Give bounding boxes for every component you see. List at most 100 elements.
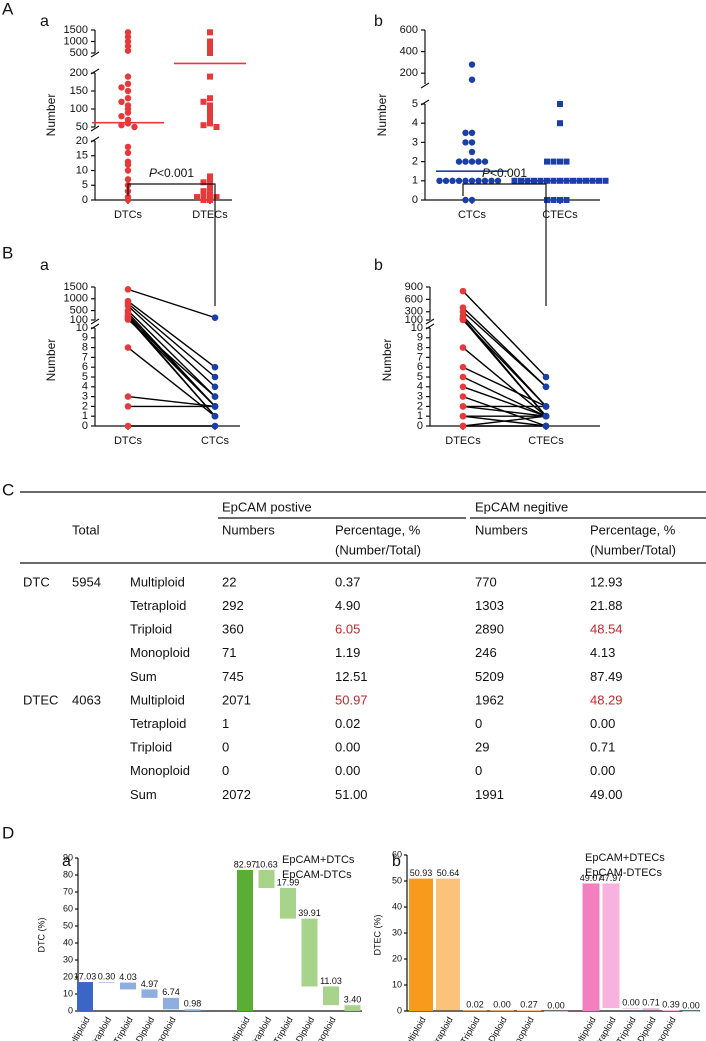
y-tick-label: 1 xyxy=(417,410,423,422)
point xyxy=(124,176,132,183)
annotation-italic: P xyxy=(149,166,157,180)
point xyxy=(124,95,132,102)
panel-sublabel: a xyxy=(40,13,49,30)
table-header: (Number/Total) xyxy=(590,542,676,557)
bar xyxy=(490,1010,514,1011)
y-axis-label: Number xyxy=(44,339,58,382)
x-tick-label: Multiploid xyxy=(64,1015,92,1041)
value-label: 10.63 xyxy=(255,859,278,869)
bar xyxy=(662,1009,680,1011)
legend-entry: EpCAM-DTCs xyxy=(282,869,352,881)
point xyxy=(481,158,489,165)
point xyxy=(462,196,469,204)
table-cell: 1962 xyxy=(475,692,504,707)
y-tick-label: 10 xyxy=(411,322,423,334)
y-tick-label: 10 xyxy=(76,322,88,334)
table-cell: 246 xyxy=(475,645,497,660)
y-tick-label: 400 xyxy=(400,46,418,58)
pair-line xyxy=(462,347,547,417)
bar xyxy=(463,1010,487,1011)
point xyxy=(596,177,602,184)
point xyxy=(207,191,213,198)
table-cell: 4.90 xyxy=(335,598,360,613)
value-label: 0.71 xyxy=(642,998,660,1008)
y-tick-label: 1500 xyxy=(64,24,88,36)
bar xyxy=(120,982,136,990)
point xyxy=(462,139,469,146)
x-tick-label: Diploid xyxy=(134,1015,156,1041)
panel-label: B xyxy=(2,243,13,262)
point xyxy=(449,177,456,184)
point xyxy=(468,148,476,156)
pair-line xyxy=(462,319,547,407)
y-tick-label: 5 xyxy=(82,371,88,383)
table-cell: 1 xyxy=(222,716,229,731)
y-tick-label: 0 xyxy=(417,420,423,432)
point xyxy=(455,177,463,184)
pair-line xyxy=(127,288,216,319)
y-tick-label: 1 xyxy=(412,175,418,187)
y-tick-label: 4 xyxy=(412,117,418,129)
table-cell: 2890 xyxy=(475,622,504,637)
point xyxy=(602,177,609,184)
bar xyxy=(622,1008,640,1009)
point xyxy=(459,373,467,381)
point xyxy=(455,158,463,165)
point xyxy=(211,314,219,321)
point xyxy=(563,158,570,165)
value-label: 0.00 xyxy=(622,998,640,1008)
point xyxy=(131,123,138,131)
pair-line xyxy=(462,415,547,427)
point xyxy=(124,422,132,430)
point xyxy=(459,393,467,400)
y-tick-label: 20 xyxy=(63,971,73,981)
point xyxy=(124,286,132,293)
point xyxy=(207,38,213,45)
value-label: 6.74 xyxy=(162,987,180,997)
pair-line xyxy=(462,366,547,408)
y-tick-label: 7 xyxy=(82,351,88,363)
point xyxy=(459,363,467,371)
point xyxy=(459,422,467,430)
axis-break xyxy=(90,51,100,58)
y-tick-label: 150 xyxy=(70,85,88,97)
point xyxy=(124,161,132,168)
y-tick-label: 50 xyxy=(63,920,73,930)
point xyxy=(124,143,132,151)
point xyxy=(124,73,132,80)
axis-break xyxy=(420,99,430,106)
legend-entry: EpCAM+DTCs xyxy=(282,854,355,866)
bar xyxy=(436,878,460,1011)
y-tick-label: 8 xyxy=(417,342,423,354)
point xyxy=(200,197,207,203)
table-cell: 0.00 xyxy=(335,740,360,755)
table-cell: 0 xyxy=(475,763,482,778)
table-cell: 745 xyxy=(222,669,244,684)
y-tick-label: 5 xyxy=(417,371,423,383)
point xyxy=(550,158,557,165)
table-header: Numbers xyxy=(222,522,275,537)
point xyxy=(462,158,469,165)
x-tick-label: Multiploid xyxy=(224,1015,252,1041)
table-cell: Monoploid xyxy=(130,645,190,660)
y-tick-label: 5 xyxy=(82,179,88,191)
table-cell: 0 xyxy=(222,763,229,778)
panel-label: A xyxy=(2,0,14,18)
y-tick-label: 0 xyxy=(68,1005,73,1015)
x-tick-label: Multiploid xyxy=(570,1015,598,1041)
point xyxy=(124,196,132,204)
table-cell: 4.13 xyxy=(590,645,615,660)
annotation: P<0.001 xyxy=(482,166,527,180)
table-cell: 0.00 xyxy=(335,763,360,778)
y-tick-label: 500 xyxy=(70,304,88,316)
y-tick-label: 6 xyxy=(82,361,88,373)
table-cell: DTEC xyxy=(23,692,58,707)
table-cell: Sum xyxy=(130,787,157,802)
table-cell: Multiploid xyxy=(130,692,185,707)
y-tick-label: 5 xyxy=(412,98,418,110)
value-label: 0.27 xyxy=(520,1000,538,1010)
point xyxy=(211,383,219,391)
point xyxy=(557,101,563,107)
y-tick-label: 20 xyxy=(392,953,402,963)
value-label: 0.98 xyxy=(184,999,202,1009)
